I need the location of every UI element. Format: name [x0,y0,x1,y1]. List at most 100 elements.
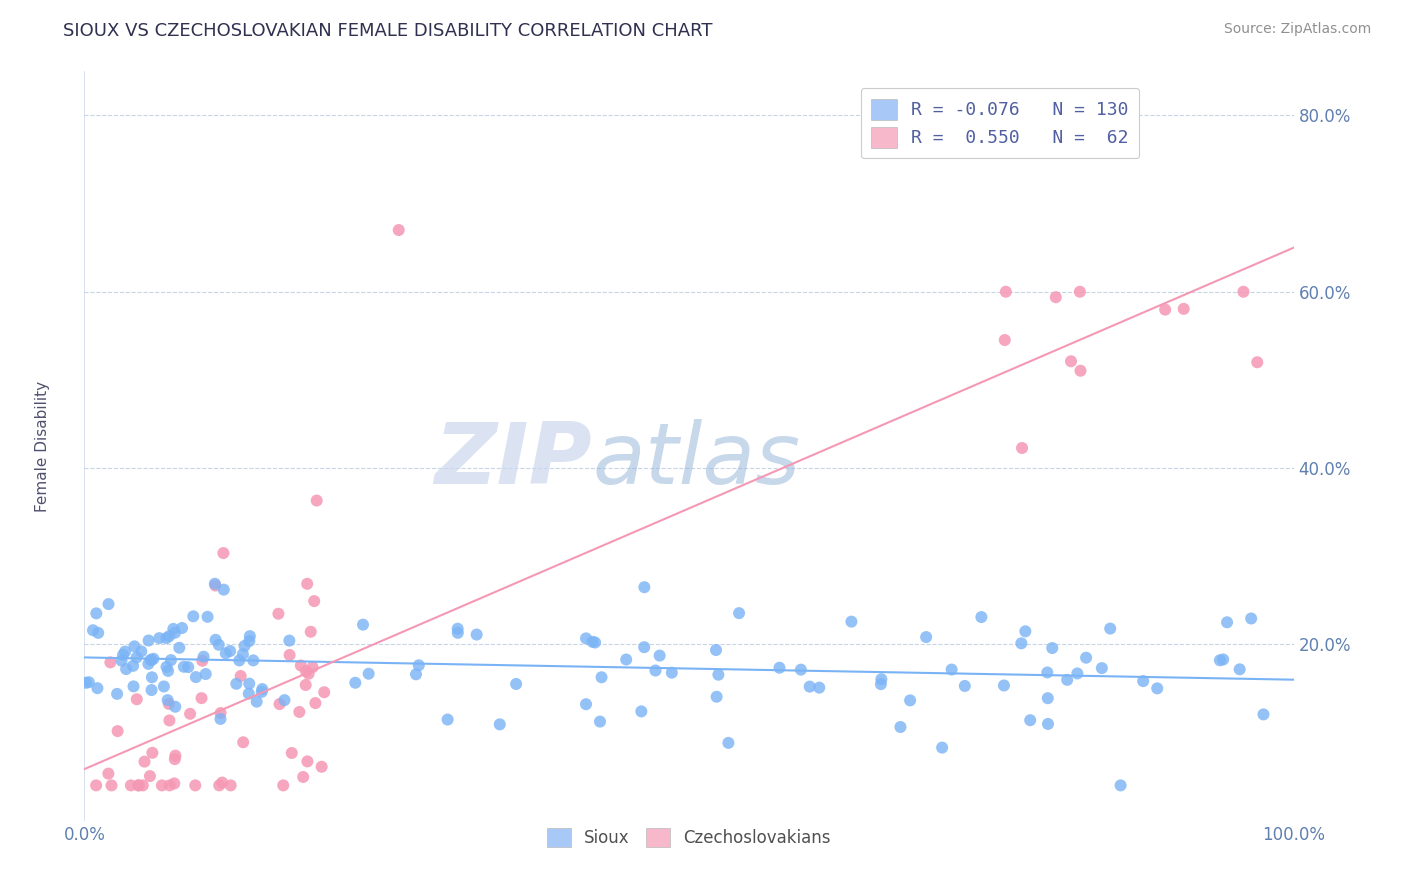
Point [142,652,165,666]
Point [229,669,252,683]
Point [290,658,312,673]
Point [1036,665,1059,680]
Point [177,660,200,674]
Point [246,695,269,709]
Point [233,639,256,653]
Point [138,657,160,671]
Point [169,640,191,655]
Point [1091,661,1114,675]
Point [1069,364,1091,378]
Point [204,576,226,591]
Point [388,223,411,237]
Point [141,670,163,684]
Point [125,692,148,706]
Point [408,658,430,673]
Point [799,680,821,694]
Point [1014,624,1036,639]
Point [870,677,893,691]
Point [127,778,149,792]
Point [110,654,132,668]
Point [841,615,863,629]
Point [898,693,921,707]
Point [148,631,170,645]
Point [165,748,187,763]
Point [204,578,226,592]
Point [1109,778,1132,792]
Point [86,607,108,621]
Point [75,675,97,690]
Point [1036,691,1059,706]
Point [633,640,655,655]
Point [704,643,727,657]
Point [1216,615,1239,630]
Point [1011,441,1033,455]
Point [190,691,212,706]
Point [1040,641,1063,656]
Point [114,644,136,658]
Point [97,597,120,611]
Point [994,333,1017,347]
Point [87,626,110,640]
Point [209,706,232,720]
Point [157,697,180,711]
Point [970,610,993,624]
Point [352,617,374,632]
Point [575,697,598,711]
Point [157,664,180,678]
Point [173,660,195,674]
Point [1074,650,1097,665]
Point [1240,611,1263,625]
Point [105,687,128,701]
Point [1154,302,1177,317]
Point [488,717,510,731]
Point [100,778,122,792]
Point [931,740,953,755]
Point [273,693,295,707]
Point [208,778,231,792]
Point [1146,681,1168,696]
Point [134,755,156,769]
Point [250,685,273,699]
Point [357,666,380,681]
Point [156,693,179,707]
Point [278,633,301,648]
Point [790,663,813,677]
Point [211,775,233,789]
Point [447,622,470,636]
Point [163,752,186,766]
Point [215,646,238,660]
Point [707,667,730,681]
Point [297,755,319,769]
Point [1209,653,1232,667]
Point [120,778,142,792]
Point [160,653,183,667]
Point [299,624,322,639]
Point [132,778,155,792]
Point [1060,354,1083,368]
Point [139,769,162,783]
Point [301,660,323,674]
Point [591,670,613,684]
Point [644,664,666,678]
Point [870,672,893,686]
Point [1056,673,1078,687]
Point [125,650,148,665]
Point [124,640,146,654]
Point [1036,717,1059,731]
Point [252,681,274,696]
Point [194,667,217,681]
Point [141,683,163,698]
Point [138,633,160,648]
Text: Female Disability: Female Disability [35,380,49,512]
Point [225,677,247,691]
Point [994,285,1017,299]
Point [179,706,201,721]
Point [232,647,254,661]
Point [165,699,187,714]
Point [197,610,219,624]
Point [122,658,145,673]
Point [212,546,235,560]
Point [131,644,153,658]
Point [1019,713,1042,727]
Point [97,766,120,780]
